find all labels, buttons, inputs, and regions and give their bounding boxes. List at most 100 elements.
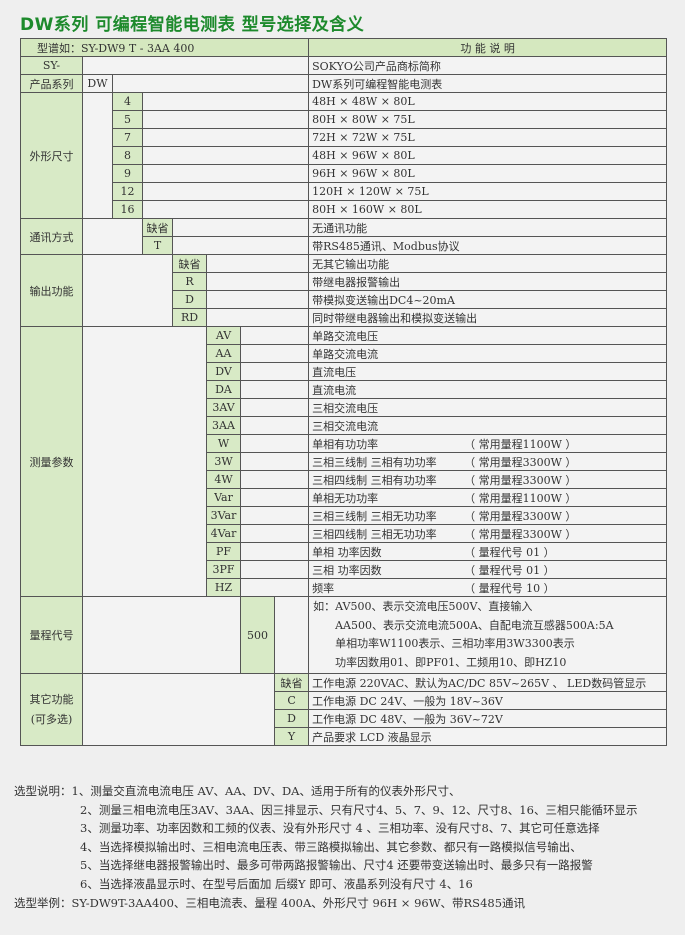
table-row: 12 120H × 120W × 75L bbox=[21, 182, 668, 201]
desc-text: 单相 功率因数 bbox=[312, 545, 382, 559]
code-cell: D bbox=[172, 290, 207, 309]
empty-cell bbox=[239, 398, 310, 417]
row-desc: 120H × 120W × 75L bbox=[308, 182, 668, 201]
empty-cell bbox=[205, 254, 310, 273]
code-cell: DA bbox=[206, 380, 241, 399]
range-line: AA500、表示交流电流500A、自配电流互感器500A:5A bbox=[335, 618, 614, 632]
empty-cell bbox=[141, 146, 310, 165]
table-row: 输出功能 缺省 无其它输出功能 bbox=[20, 254, 668, 327]
row-label: SY- bbox=[20, 56, 83, 75]
row-desc: 三相交流电流 bbox=[308, 416, 668, 435]
code-cell: 4 bbox=[112, 92, 143, 111]
code-cell: AV bbox=[206, 326, 241, 345]
table-row: Y 产品要求 LCD 液晶显示 bbox=[21, 727, 668, 746]
table-row: SY- SOKYO公司产品商标简称 bbox=[20, 56, 668, 75]
empty-cell bbox=[141, 164, 310, 183]
empty-cell bbox=[205, 290, 310, 309]
row-desc: 工作电源 DC 48V、一般为 36V~72V bbox=[308, 709, 668, 728]
code-cell: 16 bbox=[112, 200, 143, 219]
table-row: 16 80H × 160W × 80L bbox=[21, 200, 668, 219]
code-cell: R bbox=[172, 272, 207, 291]
row-desc: 单相 功率因数 （ 量程代号 01 ） bbox=[308, 542, 668, 561]
code-cell: 4W bbox=[206, 470, 241, 489]
desc-note: （ 常用量程3300W ） bbox=[464, 527, 577, 541]
empty-cell bbox=[141, 182, 310, 201]
desc-note: （ 量程代号 01 ） bbox=[464, 563, 555, 577]
empty-cell bbox=[82, 218, 143, 255]
desc-note: （ 常用量程3300W ） bbox=[464, 455, 577, 469]
code-cell: DV bbox=[206, 362, 241, 381]
desc-text: 直流电压 bbox=[312, 365, 357, 379]
table-row: 量程代号 500 如：AV500、表示交流电压500V、直接输入 AA500、表示交流… bbox=[20, 596, 668, 674]
desc-text: 三相三线制 三相无功功率 bbox=[312, 509, 437, 523]
group-label-line: (可多选) bbox=[30, 712, 73, 726]
desc-text: 三相三线制 三相有功功率 bbox=[312, 455, 437, 469]
code-cell: 3Var bbox=[206, 506, 241, 525]
note-item: 6、当选择液晶显示时、在型号后面加 后缀Y 即可、液晶系列没有尺寸 4、16 bbox=[80, 876, 473, 891]
code-cell: 缺省 bbox=[273, 673, 310, 692]
range-line: 如：AV500、表示交流电压500V、直接输入 bbox=[313, 600, 533, 613]
empty-cell bbox=[239, 416, 310, 435]
desc-text: 单路交流电压 bbox=[312, 329, 379, 343]
code-cell: 3AA bbox=[206, 416, 241, 435]
empty-cell bbox=[205, 308, 310, 327]
empty-cell bbox=[239, 542, 310, 561]
code-cell: 3PF bbox=[206, 560, 241, 579]
code-cell: 3W bbox=[206, 452, 241, 471]
code-cell: 5 bbox=[112, 110, 143, 129]
table-row: 3Var 三相三线制 三相无功功率 （ 常用量程3300W ） bbox=[21, 506, 668, 525]
table-row: 3W 三相三线制 三相有功功率 （ 常用量程3300W ） bbox=[21, 452, 668, 471]
desc-text: 三相四线制 三相有功功率 bbox=[312, 473, 437, 487]
note-item: 5、当选择继电器报警输出时、最多可带两路报警输出、尺寸4 还要带变送输出时、最多… bbox=[80, 858, 593, 873]
table-row: RD 同时带继电器输出和模拟变送输出 bbox=[21, 308, 668, 327]
code-cell: 4Var bbox=[206, 524, 241, 543]
table-row: 通讯方式 缺省 无通讯功能 bbox=[20, 218, 668, 255]
table-row: 测量参数 AV 单路交流电压 bbox=[20, 326, 668, 597]
notes-label: 选型说明： bbox=[14, 784, 72, 798]
example-text: SY-DW9T-3AA400、三相电流表、量程 400A、外形尺寸 96H × … bbox=[71, 895, 526, 910]
selection-notes: 选型说明：1、测量交直流电流电压 AV、AA、DV、DA、适用于所有的仪表外形尺… bbox=[14, 782, 637, 912]
note-item: 2、测量三相电流电压3AV、3AA、因三排显示、只有尺寸4、5、7、9、12、尺… bbox=[80, 802, 638, 817]
code-cell: 9 bbox=[112, 164, 143, 183]
row-desc: 单相有功功率 （ 常用量程1100W ） bbox=[308, 434, 668, 453]
code-cell: C bbox=[273, 691, 310, 710]
empty-cell bbox=[239, 380, 310, 399]
row-desc: 单相无功功率 （ 常用量程1100W ） bbox=[308, 488, 668, 507]
empty-cell bbox=[273, 596, 310, 674]
table-row: Var 单相无功功率 （ 常用量程1100W ） bbox=[21, 488, 668, 507]
table-row: DV 直流电压 bbox=[21, 362, 668, 381]
group-label: 测量参数 bbox=[20, 326, 83, 597]
row-desc: 单路交流电流 bbox=[308, 344, 668, 363]
table-row: PF 单相 功率因数 （ 量程代号 01 ） bbox=[21, 542, 668, 561]
table-row: 4Var 三相四线制 三相无功功率 （ 常用量程3300W ） bbox=[21, 524, 668, 543]
empty-cell bbox=[239, 344, 310, 363]
table-row: HZ 频率 （ 量程代号 10 ） bbox=[21, 578, 668, 597]
code-cell: W bbox=[206, 434, 241, 453]
code-cell: HZ bbox=[206, 578, 241, 597]
note-item: 3、测量功率、功率因数和工频的仪表、没有外形尺寸 4 、三相功率、没有尺寸8、7… bbox=[80, 821, 600, 836]
code-cell: 500 bbox=[240, 596, 275, 674]
page-title: DW系列 可编程智能电测表 型号选择及含义 bbox=[20, 15, 365, 35]
example-label: 选型举例： bbox=[14, 895, 72, 910]
code-cell: 3AV bbox=[206, 398, 241, 417]
table-row: 9 96H × 96W × 80L bbox=[21, 164, 668, 183]
empty-cell bbox=[141, 128, 310, 147]
desc-note: （ 量程代号 10 ） bbox=[464, 581, 555, 595]
table-row: AA 单路交流电流 bbox=[21, 344, 668, 363]
row-desc: 同时带继电器输出和模拟变送输出 bbox=[308, 308, 668, 327]
empty-cell bbox=[82, 254, 173, 327]
empty-cell bbox=[82, 596, 241, 674]
table-row: 7 72H × 72W × 75L bbox=[21, 128, 668, 147]
range-line: 功率因数用01、即PF01、工频用10、即HZ10 bbox=[335, 655, 567, 669]
code-cell: D bbox=[273, 709, 310, 728]
desc-text: 直流电流 bbox=[312, 383, 357, 397]
desc-text: 三相 功率因数 bbox=[312, 563, 382, 577]
table-row: T 带RS485通讯、Modbus协议 bbox=[21, 236, 668, 255]
model-selection-table: 型谱如：SY-DW9 T - 3AA 400 功 能 说 明 SY- SOKYO… bbox=[19, 38, 668, 746]
empty-cell bbox=[239, 524, 310, 543]
row-desc: 带RS485通讯、Modbus协议 bbox=[308, 236, 668, 255]
row-desc: 72H × 72W × 75L bbox=[308, 128, 668, 147]
code-cell: RD bbox=[172, 308, 207, 327]
desc-text: 三相交流电流 bbox=[312, 419, 379, 433]
code-cell: PF bbox=[206, 542, 241, 561]
